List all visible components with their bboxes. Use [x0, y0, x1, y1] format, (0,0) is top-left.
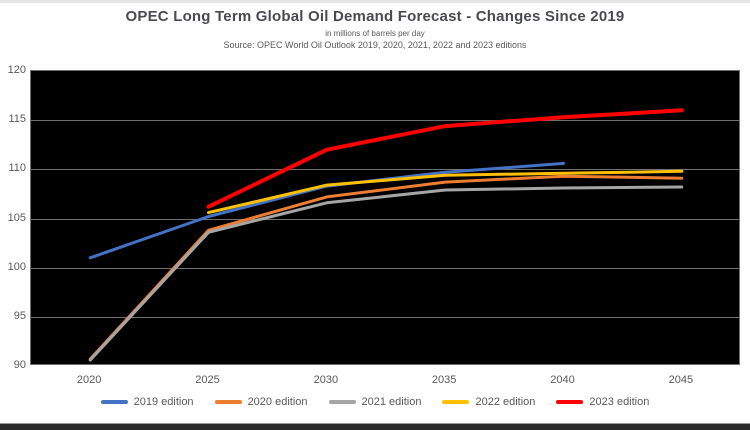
series-line-2021-edition — [88, 185, 684, 362]
legend-label-2020-edition: 2020 edition — [247, 396, 308, 408]
footer-bar — [0, 423, 750, 430]
legend-swatch-2022-edition — [442, 400, 470, 404]
series-line-2019-edition — [88, 161, 565, 260]
top-border-strip — [0, 0, 750, 3]
chart-legend: 2019 edition 2020 edition 2021 edition 2022… — [0, 396, 750, 408]
x-tick-2020: 2020 — [76, 374, 102, 386]
legend-label-2022-edition: 2022 edition — [475, 396, 536, 408]
y-tick-120: 120 — [7, 64, 26, 76]
x-tick-2030: 2030 — [313, 374, 339, 386]
chart-header: OPEC Long Term Global Oil Demand Forecas… — [0, 8, 750, 50]
legend-item-2023-edition: 2023 edition — [556, 396, 649, 408]
series-line-2022-edition — [207, 169, 684, 215]
legend-label-2021-edition: 2021 edition — [361, 396, 422, 408]
legend-label-2023-edition: 2023 edition — [589, 396, 650, 408]
legend-label-2019-edition: 2019 edition — [133, 396, 194, 408]
legend-item-2020-edition: 2020 edition — [214, 396, 308, 408]
gridline-110 — [31, 169, 739, 171]
legend-swatch-2020-edition — [214, 400, 242, 404]
x-tick-2045: 2045 — [668, 374, 694, 386]
legend-swatch-2021-edition — [328, 400, 356, 404]
legend-swatch-2019-edition — [100, 400, 128, 404]
series-line-2020-edition — [88, 174, 684, 361]
gridline-115 — [31, 120, 739, 122]
y-tick-100: 100 — [7, 260, 26, 273]
legend-item-2022-edition: 2022 edition — [442, 396, 535, 408]
x-tick-2025: 2025 — [195, 374, 220, 386]
x-tick-2040: 2040 — [550, 374, 575, 386]
chart-title: OPEC Long Term Global Oil Demand Forecas… — [125, 8, 625, 25]
gridline-100 — [31, 267, 739, 269]
gridline-105 — [31, 218, 739, 220]
chart-source-caption: Source: OPEC World Oil Outlook 2019, 202… — [223, 40, 527, 50]
x-tick-2035: 2035 — [431, 374, 457, 386]
y-tick-105: 105 — [7, 211, 26, 224]
y-tick-95: 95 — [13, 309, 26, 322]
series-line-2023-edition — [206, 108, 684, 209]
y-tick-115: 115 — [8, 113, 26, 126]
legend-item-2019-edition: 2019 edition — [100, 396, 194, 408]
series-lines — [88, 108, 684, 362]
chart-subtitle: in millions of barrels per day — [325, 29, 425, 38]
legend-swatch-2023-edition — [556, 400, 584, 404]
gridline-95 — [31, 316, 739, 318]
plot-area — [30, 70, 740, 365]
legend-item-2021-edition: 2021 edition — [328, 396, 422, 408]
y-tick-90: 90 — [13, 359, 26, 371]
y-tick-110: 110 — [8, 162, 26, 175]
